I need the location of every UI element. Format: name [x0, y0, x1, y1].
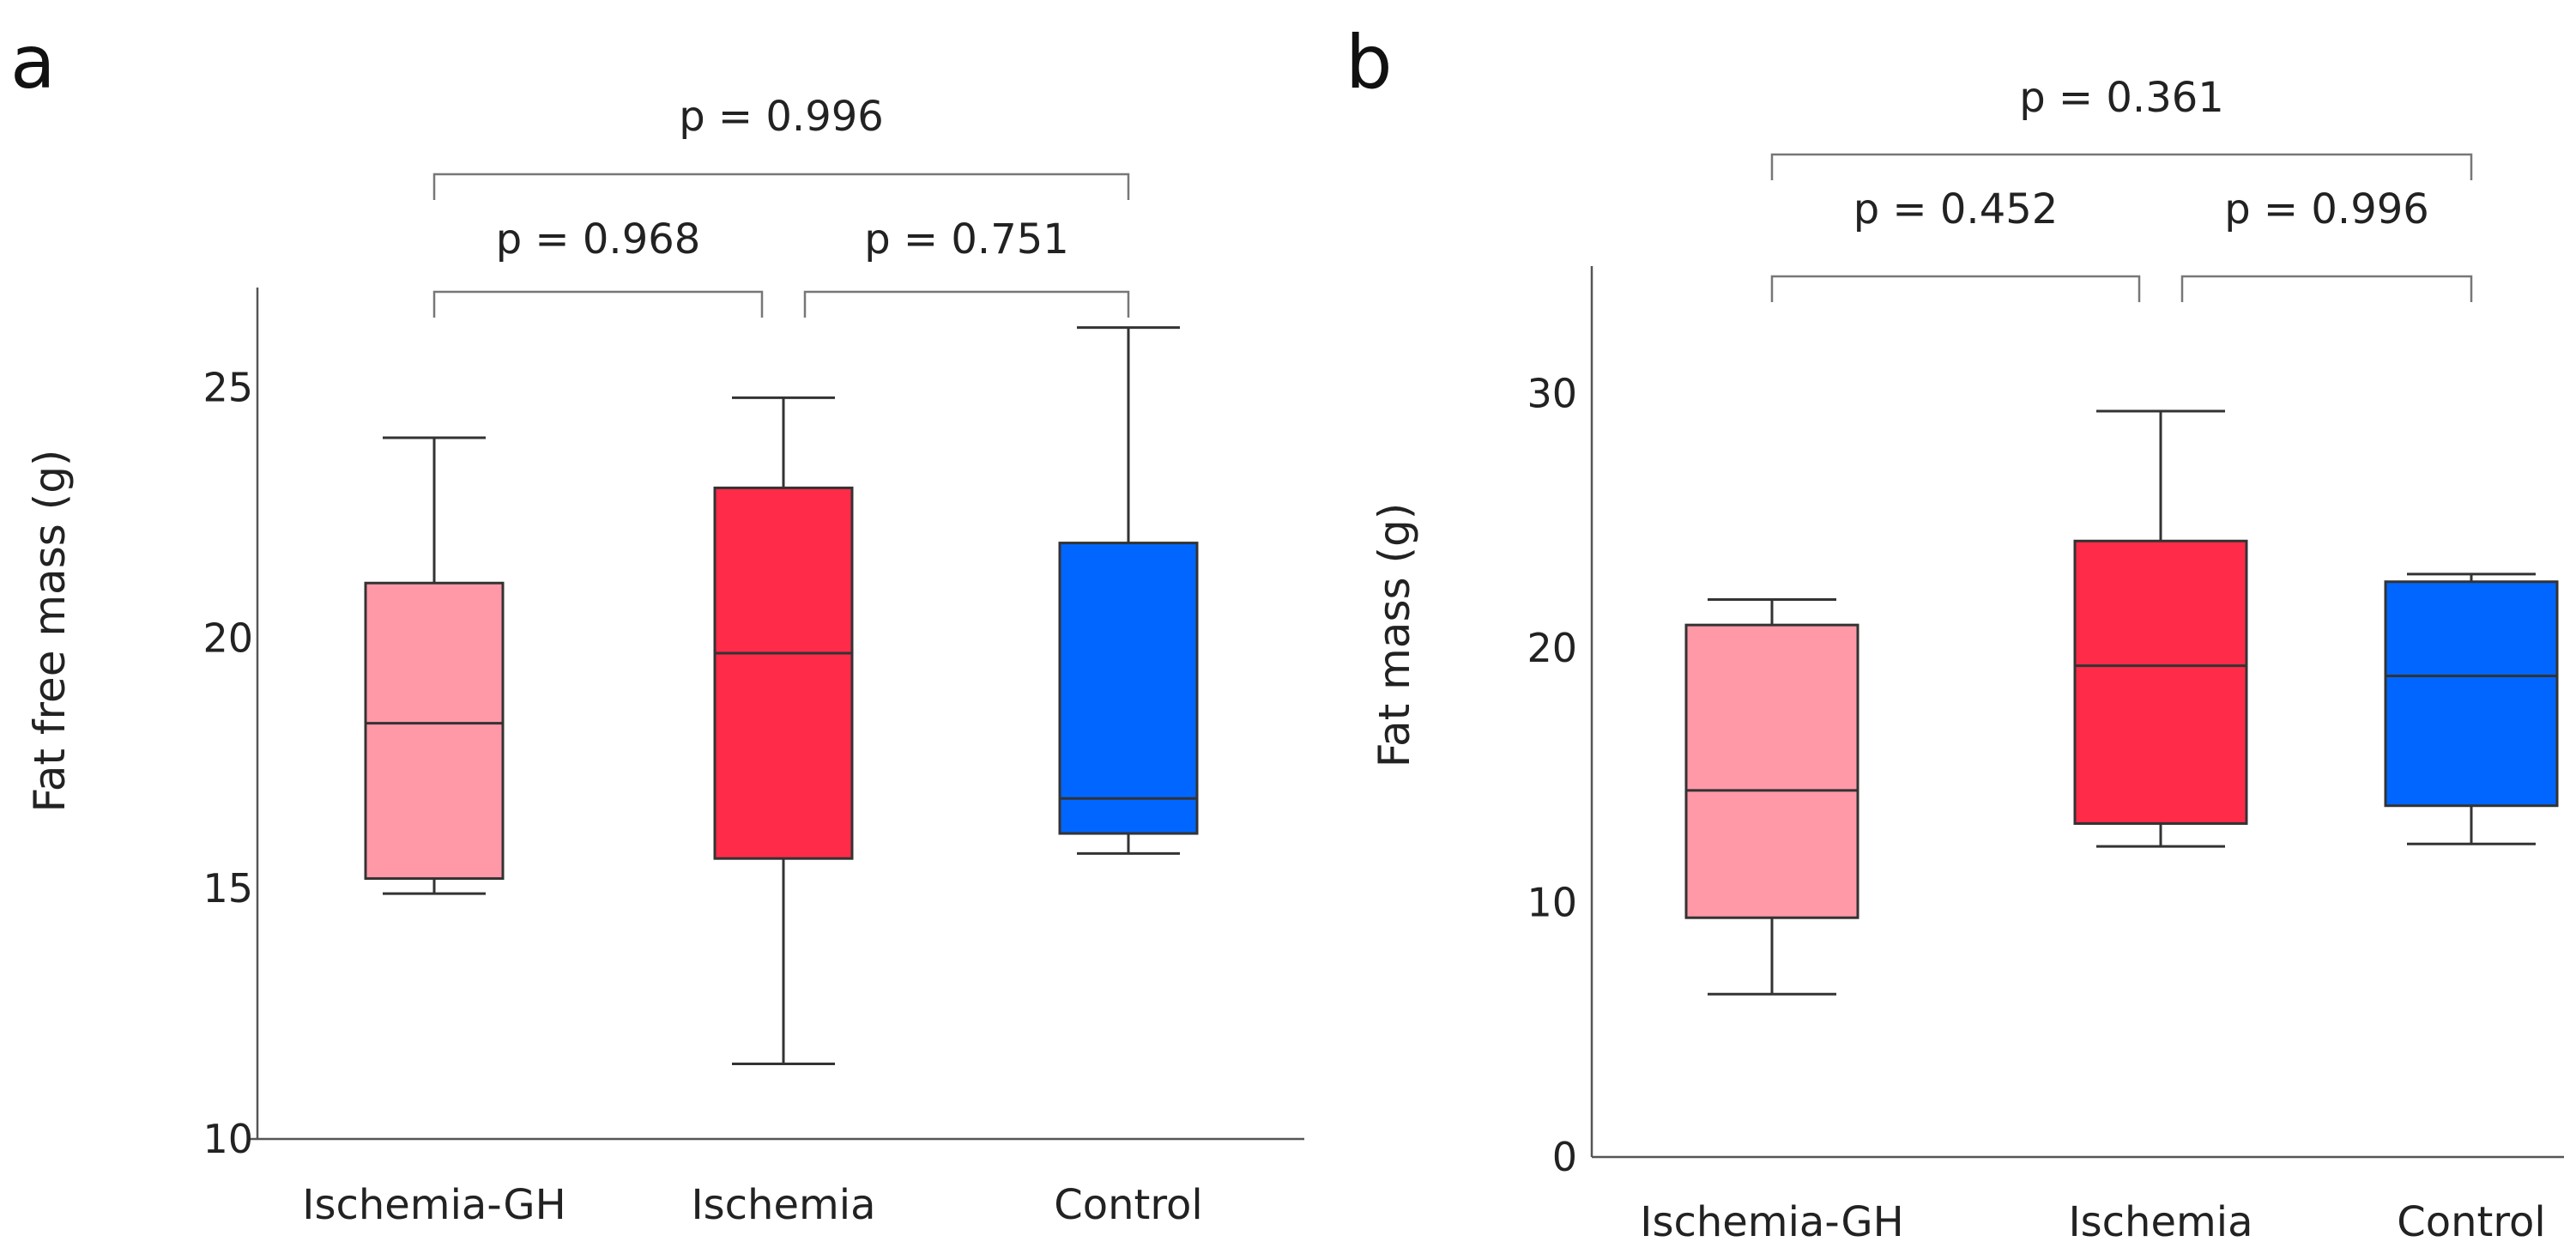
panel-a-y-tick-label: 15 — [203, 865, 253, 912]
panel-b-y-tick-label: 10 — [1527, 879, 1577, 925]
panel-a-y-axis-title: Fat free mass (g) — [25, 450, 75, 813]
panel-a-category-label: Ischemia — [691, 1181, 875, 1229]
panel-a-p-value-label: p = 0.996 — [679, 93, 884, 141]
panel-b-box-control — [2384, 572, 2559, 845]
panel-a-letter: a — [10, 20, 56, 106]
panel-b-p-value-label: p = 0.996 — [2224, 185, 2429, 233]
panel-a-category-label: Ischemia-GH — [302, 1181, 565, 1229]
panel-b-iqr-box — [2073, 539, 2248, 825]
panel-b-y-tick-label: 20 — [1527, 625, 1577, 671]
panel-b-box-ischemia-gh — [1684, 598, 1859, 996]
panel-b-category-label: Ischemia-GH — [1640, 1198, 1903, 1246]
panel-b-y-tick-label: 0 — [1552, 1134, 1577, 1180]
panel-b-category-label: Ischemia — [2068, 1198, 2252, 1246]
panel-b-iqr-box — [2384, 580, 2559, 808]
panel-a-box-ischemia — [713, 396, 854, 1065]
panel-b-box-ischemia — [2073, 409, 2248, 848]
panel-a-comparison-bracket — [432, 290, 764, 318]
panel-b-comparison-bracket — [1770, 275, 2141, 302]
panel-b: b 0 10 20 30 Fat mass (g) Ischemia-GH Ischemia… — [1345, 20, 2564, 1246]
panel-b-comparison-bracket — [2180, 275, 2473, 302]
panel-a-box-ischemia-gh — [364, 436, 505, 895]
panel-a-box-control — [1058, 326, 1199, 855]
panel-a-comparison-bracket — [432, 173, 1130, 200]
panel-a-iqr-box — [364, 581, 505, 881]
panel-a-y-tick-label: 10 — [203, 1116, 253, 1162]
panel-b-category-label: Control — [2397, 1198, 2546, 1246]
panel-b-p-value-label: p = 0.361 — [2019, 74, 2224, 122]
panel-a-iqr-box — [1058, 542, 1199, 835]
panel-b-y-axis-title: Fat mass (g) — [1370, 503, 1419, 767]
panel-a-y-tick-label: 20 — [203, 615, 253, 661]
panel-b-y-tick-label: 30 — [1527, 370, 1577, 416]
panel-a-p-value-label: p = 0.968 — [496, 215, 701, 264]
panel-b-letter: b — [1345, 20, 1393, 106]
panel-b-iqr-box — [1684, 623, 1859, 919]
panel-b-comparison-bracket — [1770, 153, 2473, 180]
panel-b-p-value-label: p = 0.452 — [1853, 185, 2059, 233]
panel-a-iqr-box — [713, 486, 854, 860]
panel-a-category-label: Control — [1054, 1181, 1203, 1229]
panel-a-p-value-label: p = 0.751 — [864, 215, 1069, 264]
panel-a: a 10 15 20 25 Fat free mass (g) Ischemia-GH Is… — [10, 20, 1304, 1229]
panel-a-comparison-bracket — [803, 290, 1130, 318]
panel-a-y-tick-label: 25 — [203, 365, 253, 411]
